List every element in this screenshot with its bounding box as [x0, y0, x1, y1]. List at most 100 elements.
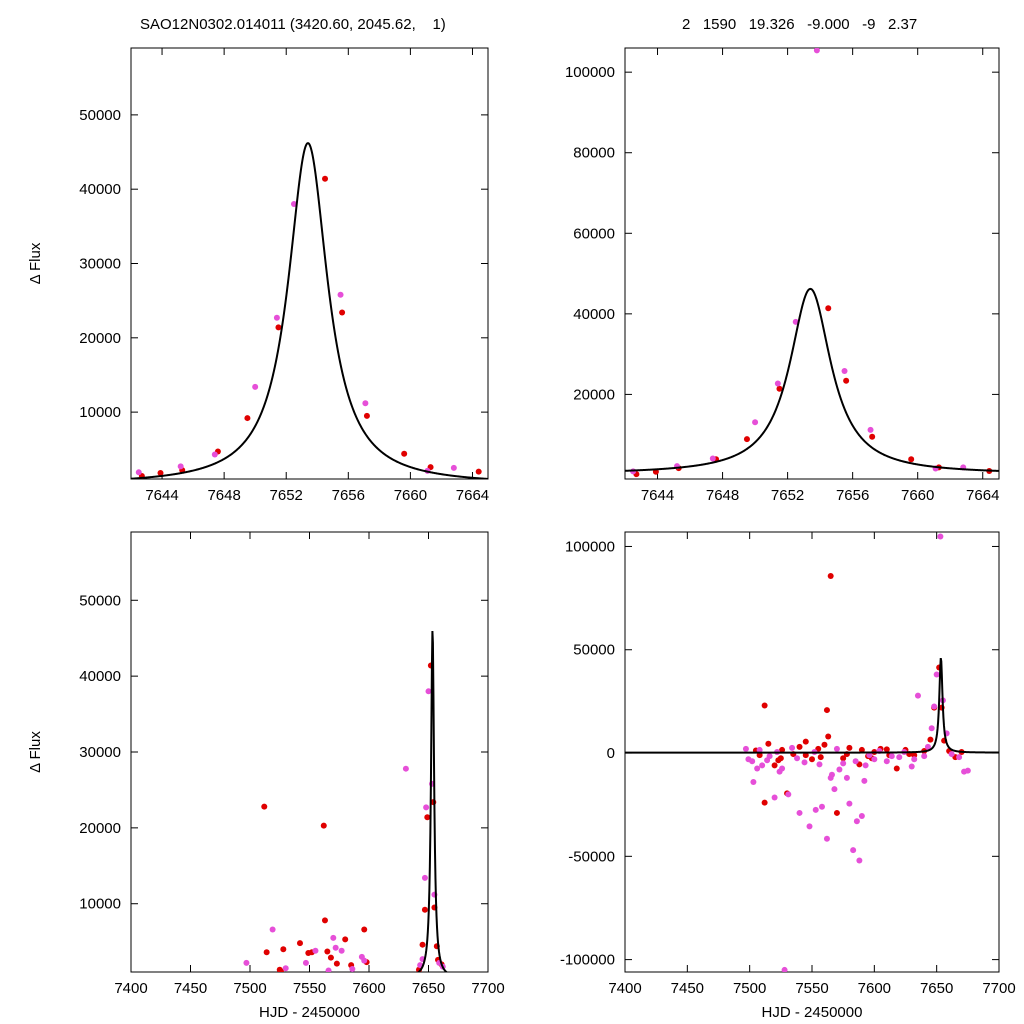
data-point-magenta — [816, 761, 823, 768]
data-point-magenta — [862, 762, 869, 769]
data-point-magenta — [888, 753, 895, 760]
data-point-magenta — [948, 751, 955, 758]
x-axis-label: HJD - 2450000 — [762, 1004, 863, 1021]
data-point-red — [817, 754, 824, 761]
data-point-magenta — [794, 755, 801, 762]
data-point-magenta — [883, 758, 890, 765]
data-point-magenta — [325, 967, 332, 972]
data-point-magenta — [823, 835, 830, 842]
data-point-magenta — [846, 800, 853, 807]
data-point-red — [421, 906, 428, 913]
panel-zoom-full-range: 7644 7648 7652 7656 7660 7664 20000 40000 60000 8… — [565, 47, 1000, 504]
y-tick-label: 50000 — [573, 642, 615, 659]
plot-area — [131, 142, 488, 479]
data-point-red — [777, 755, 784, 762]
data-point-magenta — [425, 688, 432, 695]
data-point-red — [419, 941, 426, 948]
data-point-magenta — [792, 318, 799, 325]
data-point-red — [157, 470, 164, 477]
data-point-magenta — [850, 847, 857, 854]
data-point-red — [280, 946, 287, 953]
y-axis-label: Δ Flux — [27, 731, 44, 773]
x-tick-label: 7550 — [293, 980, 326, 997]
x-tick-label: 7400 — [608, 980, 641, 997]
x-tick-label: 7550 — [795, 980, 828, 997]
x-tick-label: 7500 — [233, 980, 266, 997]
data-point-magenta — [742, 745, 749, 752]
data-point-red — [743, 436, 750, 443]
data-point-magenta — [858, 813, 865, 820]
data-point-magenta — [908, 763, 915, 770]
x-tick-label: 7500 — [733, 980, 766, 997]
data-point-red — [424, 814, 431, 821]
data-point-magenta — [273, 314, 280, 321]
data-point-magenta — [752, 419, 759, 426]
data-point-red — [809, 756, 815, 763]
data-point-magenta — [928, 725, 935, 732]
x-tick-label: 7450 — [174, 980, 207, 997]
x-tick-label: 7652 — [270, 487, 303, 504]
x-axis-label: HJD - 2450000 — [259, 1004, 360, 1021]
x-tick-label: 7650 — [412, 980, 445, 997]
data-point-magenta — [330, 934, 337, 941]
data-point-red — [339, 309, 346, 316]
panel-zoom-flux: 7644 7648 7652 7656 7660 7664 10000 20000 30000 4… — [27, 47, 489, 504]
data-point-red — [327, 954, 334, 961]
data-point-magenta — [450, 464, 457, 471]
panel-season-full-range: 7400 7450 7500 7550 7600 7650 7700 -100000 -5000… — [560, 531, 1016, 1021]
data-point-red — [843, 377, 850, 384]
data-point-magenta — [828, 771, 835, 778]
data-point-red — [771, 762, 778, 769]
y-tick-label: 30000 — [79, 744, 121, 761]
data-point-red — [320, 822, 327, 829]
data-point-magenta — [931, 703, 938, 710]
y-tick-label: 10000 — [79, 896, 121, 913]
data-point-magenta — [290, 201, 297, 208]
data-point-red — [277, 968, 284, 972]
data-point-magenta — [771, 794, 778, 801]
x-tick-label: 7400 — [114, 980, 147, 997]
data-point-magenta — [896, 754, 903, 761]
data-point-magenta — [937, 533, 944, 540]
data-point-magenta — [871, 756, 878, 763]
data-point-magenta — [866, 752, 873, 759]
data-point-magenta — [964, 767, 971, 774]
data-point-magenta — [956, 754, 963, 761]
y-tick-label: 50000 — [79, 107, 121, 124]
data-point-magenta — [243, 959, 250, 966]
y-tick-label: 40000 — [573, 306, 615, 323]
data-point-magenta — [282, 965, 289, 972]
plot-area — [625, 48, 999, 478]
data-point-red — [761, 799, 768, 806]
data-point-red — [401, 450, 408, 457]
y-tick-label: 30000 — [79, 256, 121, 273]
y-tick-label: -50000 — [568, 848, 615, 865]
data-point-magenta — [812, 806, 819, 813]
data-point-magenta — [754, 765, 761, 772]
data-point-magenta — [338, 947, 345, 954]
x-tick-label: 7700 — [982, 980, 1015, 997]
x-tick-label: 7656 — [836, 487, 869, 504]
data-point-magenta — [709, 455, 716, 462]
data-point-red — [823, 707, 830, 714]
data-point-red — [296, 940, 303, 947]
x-tick-label: 7664 — [966, 487, 999, 504]
data-point-magenta — [933, 671, 940, 678]
data-point-red — [840, 755, 847, 762]
x-tick-label: 7660 — [901, 487, 934, 504]
data-point-red — [361, 926, 368, 933]
data-point-magenta — [756, 746, 763, 753]
data-point-red — [779, 746, 786, 753]
data-point-magenta — [361, 957, 368, 964]
x-tick-label: 7652 — [771, 487, 804, 504]
plot-frame — [624, 47, 1000, 480]
data-point-red — [363, 412, 370, 419]
data-point-magenta — [921, 753, 928, 760]
y-tick-label: 20000 — [573, 386, 615, 403]
data-point-magenta — [867, 426, 874, 433]
x-tick-label: 7644 — [145, 487, 178, 504]
data-point-red — [322, 175, 329, 182]
data-point-magenta — [135, 469, 142, 476]
data-point-red — [475, 468, 482, 475]
data-point-red — [833, 809, 840, 816]
